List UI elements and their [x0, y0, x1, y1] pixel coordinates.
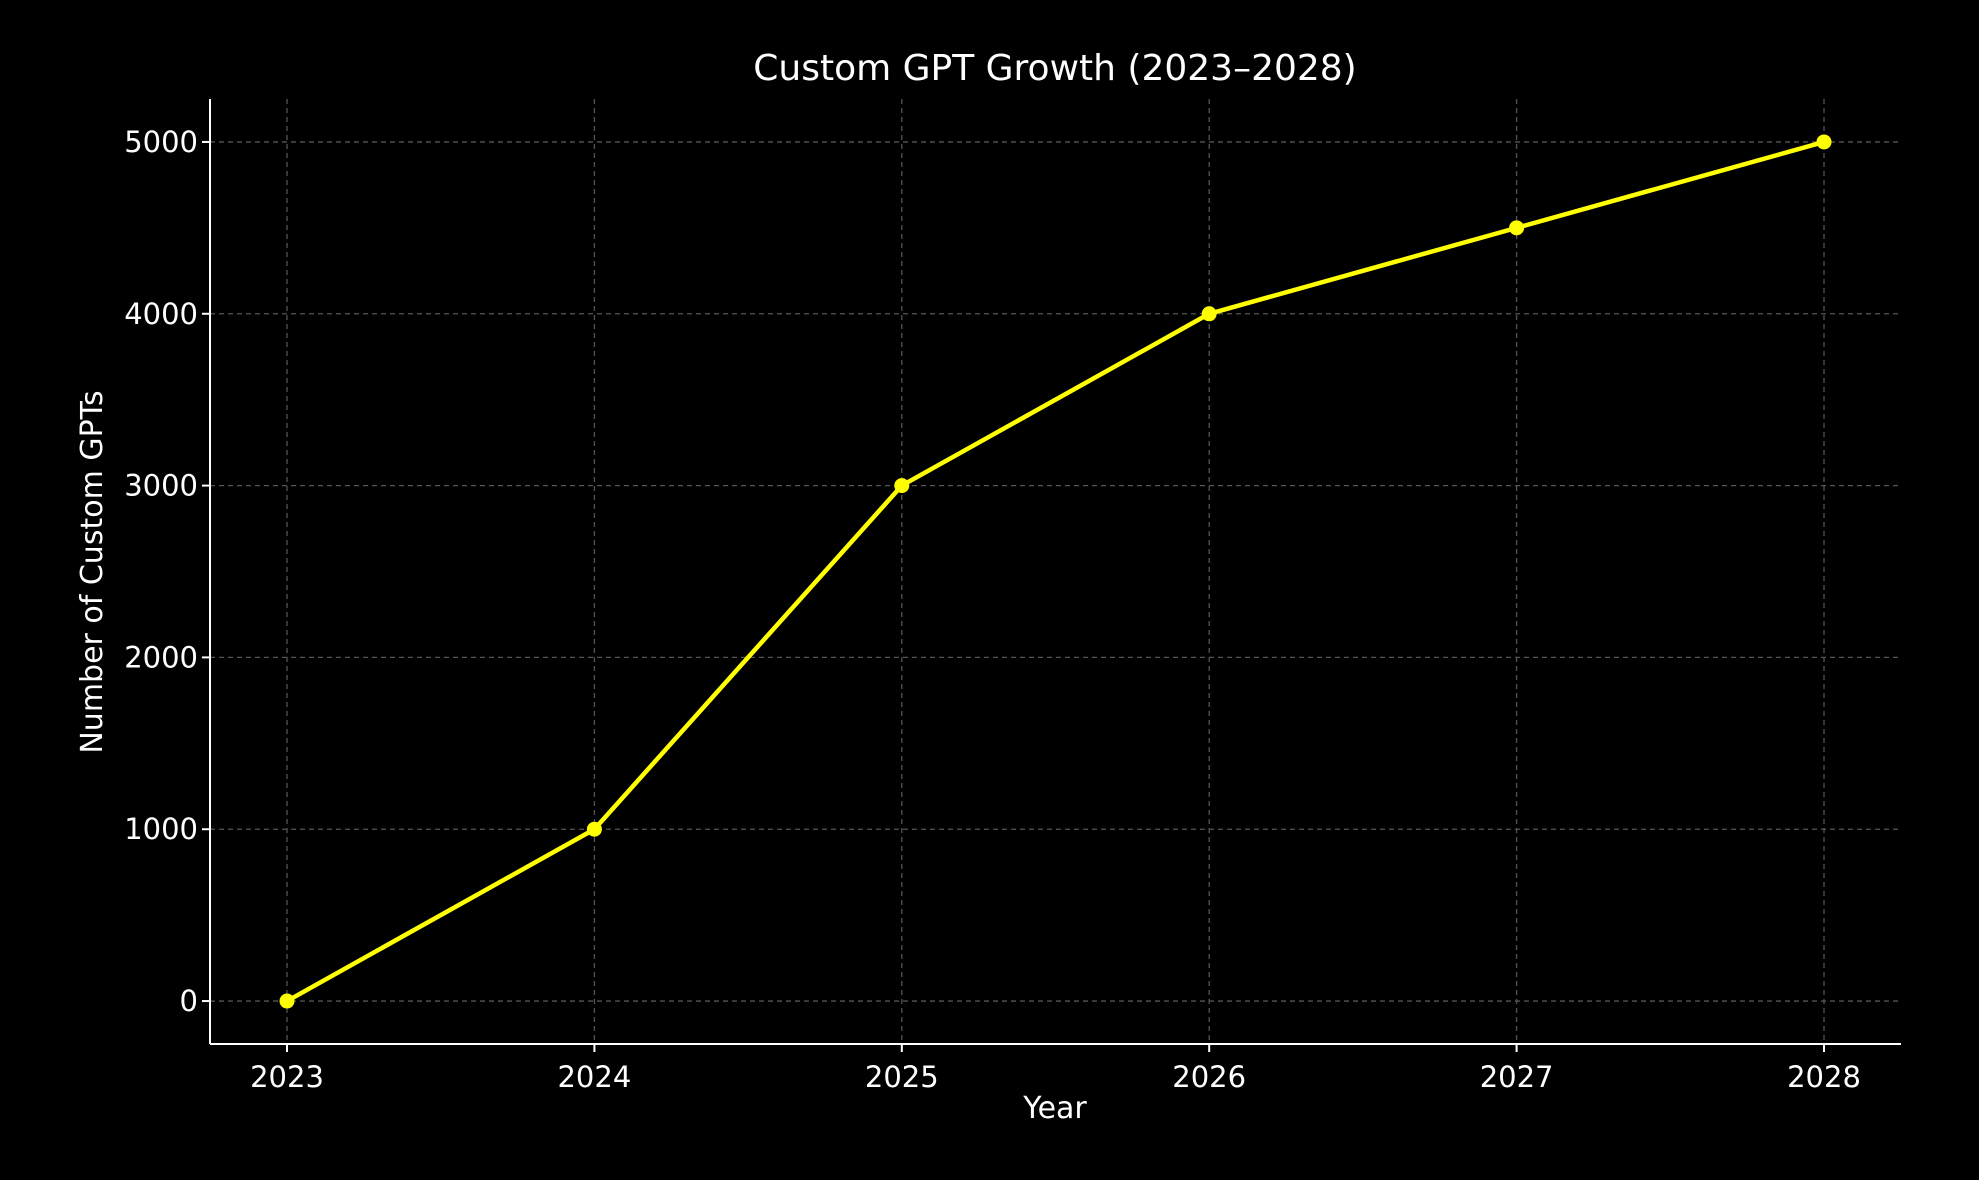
x-tick-label: 2028 [1787, 1060, 1861, 1094]
x-tick-label: 2023 [250, 1060, 324, 1094]
x-tick-label: 2025 [865, 1060, 939, 1094]
y-tick-label: 0 [180, 984, 198, 1018]
y-tick-label: 3000 [124, 469, 198, 503]
data-point-2026 [1201, 306, 1217, 322]
grid [210, 99, 1901, 1044]
chart-title: Custom GPT Growth (2023–2028) [753, 48, 1356, 89]
y-tick-label: 1000 [124, 812, 198, 846]
y-tick-label: 5000 [124, 125, 198, 159]
data-point-2025 [894, 478, 910, 494]
x-axis-label: Year [1022, 1091, 1087, 1126]
y-axis-label: Number of Custom GPTs [75, 390, 110, 753]
series-line [284, 139, 1827, 1004]
data-point-2024 [586, 821, 602, 837]
series-layer [279, 134, 1832, 1009]
x-tick-label: 2024 [557, 1060, 631, 1094]
x-tick-label: 2027 [1480, 1060, 1554, 1094]
y-tick-label: 2000 [124, 640, 198, 674]
y-tick-label: 4000 [124, 297, 198, 331]
axes [209, 99, 1901, 1045]
data-point-2028 [1816, 134, 1832, 150]
data-point-2023 [279, 993, 295, 1009]
ticks: 2023 2024 2025 2026 2027 2028 0 1000 2000 3000 400… [124, 125, 1861, 1094]
data-point-2027 [1509, 220, 1525, 236]
x-tick-label: 2026 [1172, 1060, 1246, 1094]
